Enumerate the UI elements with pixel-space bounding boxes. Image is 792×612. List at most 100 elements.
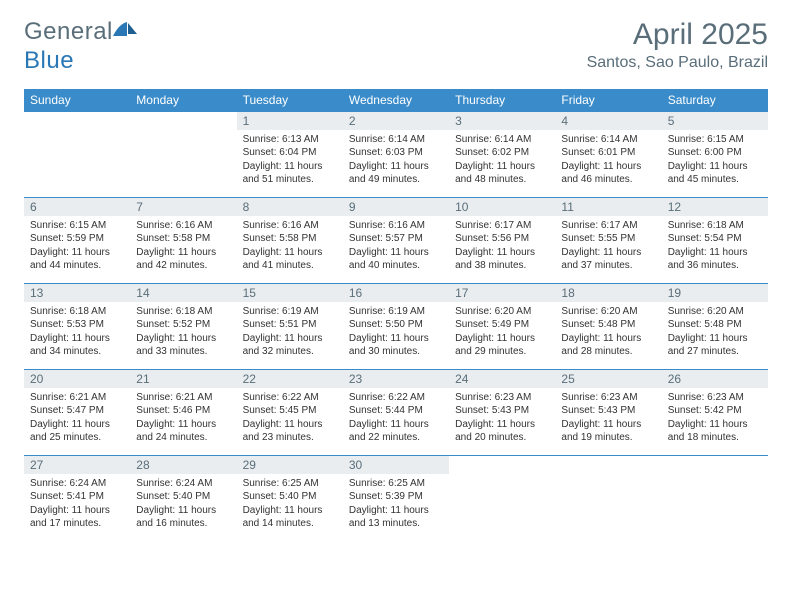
- calendar-cell: 23Sunrise: 6:22 AMSunset: 5:44 PMDayligh…: [343, 369, 449, 455]
- day-number: 24: [449, 370, 555, 388]
- day-number: 15: [237, 284, 343, 302]
- day-number: 28: [130, 456, 236, 474]
- weekday-header-row: SundayMondayTuesdayWednesdayThursdayFrid…: [24, 89, 768, 112]
- calendar-cell: 25Sunrise: 6:23 AMSunset: 5:43 PMDayligh…: [555, 369, 661, 455]
- location-text: Santos, Sao Paulo, Brazil: [587, 54, 768, 72]
- day-number: 4: [555, 112, 661, 130]
- calendar-cell: 0x: [130, 111, 236, 197]
- calendar-cell: 22Sunrise: 6:22 AMSunset: 5:45 PMDayligh…: [237, 369, 343, 455]
- day-details: Sunrise: 6:18 AMSunset: 5:53 PMDaylight:…: [24, 302, 130, 361]
- day-details: Sunrise: 6:13 AMSunset: 6:04 PMDaylight:…: [237, 130, 343, 189]
- calendar-cell: 0x: [449, 455, 555, 541]
- day-number: 30: [343, 456, 449, 474]
- day-details: Sunrise: 6:22 AMSunset: 5:45 PMDaylight:…: [237, 388, 343, 447]
- day-details: Sunrise: 6:23 AMSunset: 5:43 PMDaylight:…: [449, 388, 555, 447]
- calendar-cell: 24Sunrise: 6:23 AMSunset: 5:43 PMDayligh…: [449, 369, 555, 455]
- calendar-cell: 20Sunrise: 6:21 AMSunset: 5:47 PMDayligh…: [24, 369, 130, 455]
- calendar-row: 27Sunrise: 6:24 AMSunset: 5:41 PMDayligh…: [24, 455, 768, 541]
- calendar-cell: 5Sunrise: 6:15 AMSunset: 6:00 PMDaylight…: [662, 111, 768, 197]
- calendar-cell: 0x: [555, 455, 661, 541]
- calendar-row: 13Sunrise: 6:18 AMSunset: 5:53 PMDayligh…: [24, 283, 768, 369]
- calendar-row: 6Sunrise: 6:15 AMSunset: 5:59 PMDaylight…: [24, 197, 768, 283]
- day-details: Sunrise: 6:15 AMSunset: 6:00 PMDaylight:…: [662, 130, 768, 189]
- day-number: 3: [449, 112, 555, 130]
- day-number: 23: [343, 370, 449, 388]
- logo-swoosh-icon: [113, 19, 139, 47]
- calendar-cell: 2Sunrise: 6:14 AMSunset: 6:03 PMDaylight…: [343, 111, 449, 197]
- day-details: Sunrise: 6:16 AMSunset: 5:57 PMDaylight:…: [343, 216, 449, 275]
- calendar-cell: 11Sunrise: 6:17 AMSunset: 5:55 PMDayligh…: [555, 197, 661, 283]
- calendar-cell: 29Sunrise: 6:25 AMSunset: 5:40 PMDayligh…: [237, 455, 343, 541]
- calendar-cell: 17Sunrise: 6:20 AMSunset: 5:49 PMDayligh…: [449, 283, 555, 369]
- weekday-header: Wednesday: [343, 89, 449, 112]
- day-number: 11: [555, 198, 661, 216]
- day-details: Sunrise: 6:17 AMSunset: 5:56 PMDaylight:…: [449, 216, 555, 275]
- day-details: Sunrise: 6:21 AMSunset: 5:47 PMDaylight:…: [24, 388, 130, 447]
- brand-text: GeneralBlue: [24, 18, 139, 75]
- day-number: 8: [237, 198, 343, 216]
- day-details: Sunrise: 6:15 AMSunset: 5:59 PMDaylight:…: [24, 216, 130, 275]
- day-details: Sunrise: 6:20 AMSunset: 5:48 PMDaylight:…: [662, 302, 768, 361]
- calendar-cell: 7Sunrise: 6:16 AMSunset: 5:58 PMDaylight…: [130, 197, 236, 283]
- day-details: Sunrise: 6:25 AMSunset: 5:39 PMDaylight:…: [343, 474, 449, 533]
- day-details: Sunrise: 6:20 AMSunset: 5:48 PMDaylight:…: [555, 302, 661, 361]
- day-details: Sunrise: 6:14 AMSunset: 6:02 PMDaylight:…: [449, 130, 555, 189]
- weekday-header: Sunday: [24, 89, 130, 112]
- calendar-row: 20Sunrise: 6:21 AMSunset: 5:47 PMDayligh…: [24, 369, 768, 455]
- brand-part1: General: [24, 18, 113, 45]
- brand-part2: Blue: [24, 47, 74, 74]
- calendar-cell: 6Sunrise: 6:15 AMSunset: 5:59 PMDaylight…: [24, 197, 130, 283]
- day-details: Sunrise: 6:24 AMSunset: 5:41 PMDaylight:…: [24, 474, 130, 533]
- weekday-header: Saturday: [662, 89, 768, 112]
- day-details: Sunrise: 6:20 AMSunset: 5:49 PMDaylight:…: [449, 302, 555, 361]
- day-details: Sunrise: 6:22 AMSunset: 5:44 PMDaylight:…: [343, 388, 449, 447]
- day-number: 26: [662, 370, 768, 388]
- day-number: 13: [24, 284, 130, 302]
- day-number: 14: [130, 284, 236, 302]
- day-details: Sunrise: 6:24 AMSunset: 5:40 PMDaylight:…: [130, 474, 236, 533]
- calendar-cell: 4Sunrise: 6:14 AMSunset: 6:01 PMDaylight…: [555, 111, 661, 197]
- day-details: Sunrise: 6:17 AMSunset: 5:55 PMDaylight:…: [555, 216, 661, 275]
- calendar-cell: 21Sunrise: 6:21 AMSunset: 5:46 PMDayligh…: [130, 369, 236, 455]
- day-details: Sunrise: 6:18 AMSunset: 5:54 PMDaylight:…: [662, 216, 768, 275]
- calendar-cell: 0x: [24, 111, 130, 197]
- day-number: 2: [343, 112, 449, 130]
- day-details: Sunrise: 6:21 AMSunset: 5:46 PMDaylight:…: [130, 388, 236, 447]
- day-number: 27: [24, 456, 130, 474]
- day-number: 9: [343, 198, 449, 216]
- day-details: Sunrise: 6:19 AMSunset: 5:50 PMDaylight:…: [343, 302, 449, 361]
- day-number: 29: [237, 456, 343, 474]
- day-details: Sunrise: 6:14 AMSunset: 6:03 PMDaylight:…: [343, 130, 449, 189]
- day-details: Sunrise: 6:16 AMSunset: 5:58 PMDaylight:…: [237, 216, 343, 275]
- calendar-cell: 8Sunrise: 6:16 AMSunset: 5:58 PMDaylight…: [237, 197, 343, 283]
- page-title: April 2025: [587, 18, 768, 52]
- calendar-cell: 9Sunrise: 6:16 AMSunset: 5:57 PMDaylight…: [343, 197, 449, 283]
- day-details: Sunrise: 6:25 AMSunset: 5:40 PMDaylight:…: [237, 474, 343, 533]
- page-header: GeneralBlue April 2025 Santos, Sao Paulo…: [24, 18, 768, 75]
- title-block: April 2025 Santos, Sao Paulo, Brazil: [587, 18, 768, 72]
- calendar-cell: 14Sunrise: 6:18 AMSunset: 5:52 PMDayligh…: [130, 283, 236, 369]
- day-details: Sunrise: 6:16 AMSunset: 5:58 PMDaylight:…: [130, 216, 236, 275]
- day-number: 21: [130, 370, 236, 388]
- weekday-header: Thursday: [449, 89, 555, 112]
- day-number: 16: [343, 284, 449, 302]
- day-number: 19: [662, 284, 768, 302]
- day-number: 22: [237, 370, 343, 388]
- day-number: 7: [130, 198, 236, 216]
- calendar-cell: 1Sunrise: 6:13 AMSunset: 6:04 PMDaylight…: [237, 111, 343, 197]
- calendar-cell: 0x: [662, 455, 768, 541]
- day-number: 17: [449, 284, 555, 302]
- calendar-cell: 12Sunrise: 6:18 AMSunset: 5:54 PMDayligh…: [662, 197, 768, 283]
- day-details: Sunrise: 6:23 AMSunset: 5:42 PMDaylight:…: [662, 388, 768, 447]
- calendar-cell: 10Sunrise: 6:17 AMSunset: 5:56 PMDayligh…: [449, 197, 555, 283]
- day-number: 25: [555, 370, 661, 388]
- calendar-cell: 18Sunrise: 6:20 AMSunset: 5:48 PMDayligh…: [555, 283, 661, 369]
- calendar-cell: 16Sunrise: 6:19 AMSunset: 5:50 PMDayligh…: [343, 283, 449, 369]
- calendar-cell: 27Sunrise: 6:24 AMSunset: 5:41 PMDayligh…: [24, 455, 130, 541]
- calendar-cell: 15Sunrise: 6:19 AMSunset: 5:51 PMDayligh…: [237, 283, 343, 369]
- day-details: Sunrise: 6:18 AMSunset: 5:52 PMDaylight:…: [130, 302, 236, 361]
- weekday-header: Tuesday: [237, 89, 343, 112]
- calendar-cell: 26Sunrise: 6:23 AMSunset: 5:42 PMDayligh…: [662, 369, 768, 455]
- day-number: 10: [449, 198, 555, 216]
- calendar-table: SundayMondayTuesdayWednesdayThursdayFrid…: [24, 89, 768, 542]
